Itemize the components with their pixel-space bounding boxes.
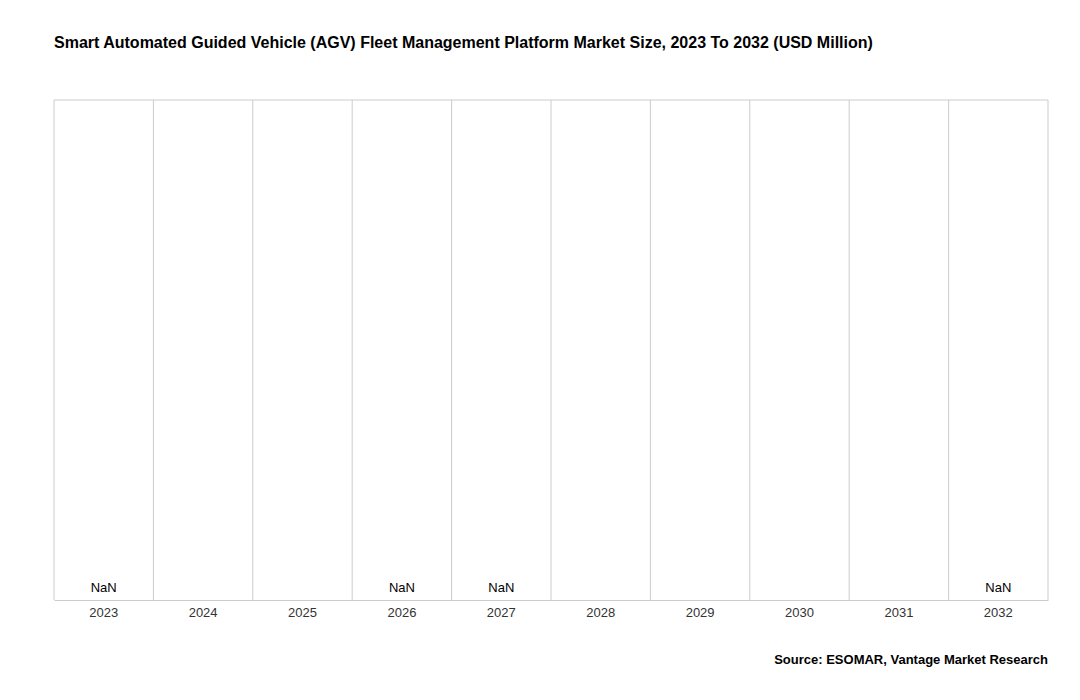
cell-border <box>54 100 55 600</box>
cell-border <box>451 100 452 600</box>
x-tick-label: 2029 <box>686 605 715 620</box>
plot-frame-top <box>54 100 1048 101</box>
x-tick: 2032 <box>984 600 1013 620</box>
x-tick-label: 2023 <box>89 605 118 620</box>
x-tick: 2026 <box>387 600 416 620</box>
x-axis-line <box>55 600 1049 601</box>
x-tick-label: 2026 <box>387 605 416 620</box>
x-tick: 2027 <box>487 600 516 620</box>
x-tick-label: 2027 <box>487 605 516 620</box>
cell-borders <box>54 100 1048 600</box>
x-tick-label: 2024 <box>189 605 218 620</box>
data-label: NaN <box>488 580 514 595</box>
data-labels: NaN NaN NaN NaN <box>91 580 1012 595</box>
cell-border <box>1048 100 1049 600</box>
cell-border <box>153 100 154 600</box>
data-label: NaN <box>389 580 415 595</box>
x-tick: 2031 <box>884 600 913 620</box>
x-tick-label: 2025 <box>288 605 317 620</box>
data-label: NaN <box>91 580 117 595</box>
data-label: NaN <box>985 580 1011 595</box>
x-tick: 2025 <box>288 600 317 620</box>
x-tick-label: 2031 <box>884 605 913 620</box>
cell-border <box>948 100 949 600</box>
cell-border <box>252 100 253 600</box>
cell-border <box>849 100 850 600</box>
annotation: Source: ESOMAR, Vantage Market Research <box>774 652 1048 667</box>
x-tick: 2023 <box>89 600 118 620</box>
x-tick: 2028 <box>586 600 615 620</box>
cell-border <box>352 100 353 600</box>
chart-title: Smart Automated Guided Vehicle (AGV) Fle… <box>54 34 873 51</box>
cell-border <box>551 100 552 600</box>
x-axis: 2023 2024 2025 2026 2027 2028 2029 2030 2031 2032 <box>55 600 1049 620</box>
chart-svg: 2023 2024 2025 2026 2027 2028 2029 2030 2031 2032… <box>0 0 1080 700</box>
x-tick: 2024 <box>189 600 218 620</box>
x-tick: 2029 <box>686 600 715 620</box>
x-tick-label: 2032 <box>984 605 1013 620</box>
cell-border <box>650 100 651 600</box>
x-tick-label: 2028 <box>586 605 615 620</box>
x-tick: 2030 <box>785 600 814 620</box>
cell-border <box>749 100 750 600</box>
plot-area: 2023 2024 2025 2026 2027 2028 2029 2030 2031 2032… <box>54 100 1049 620</box>
x-tick-label: 2030 <box>785 605 814 620</box>
